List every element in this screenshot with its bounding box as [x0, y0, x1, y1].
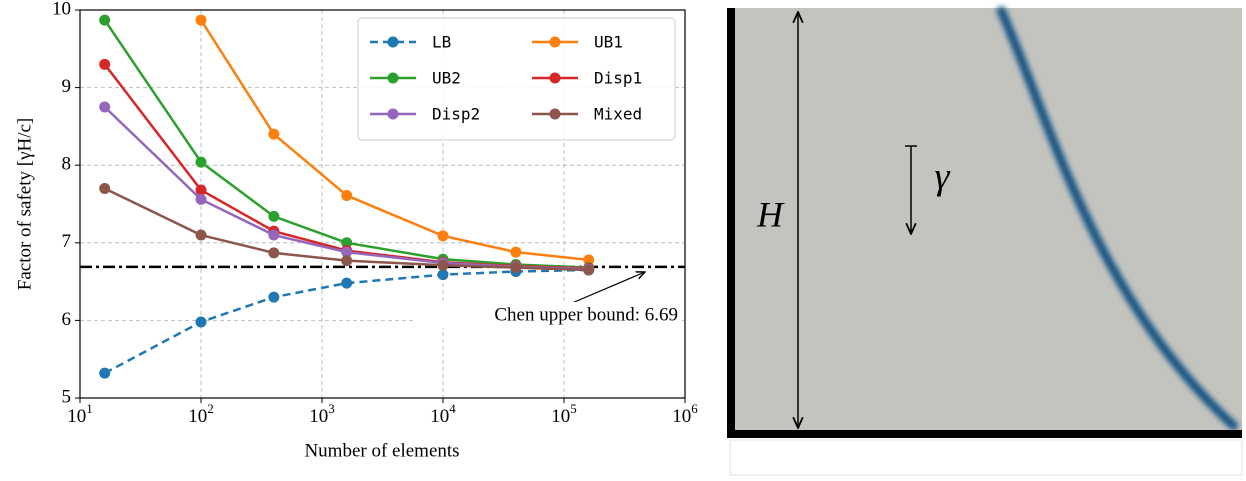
point — [268, 210, 280, 222]
height-label: H — [756, 194, 785, 234]
point — [268, 229, 280, 241]
x-tick-label: 101 — [67, 401, 93, 427]
legend-label: LB — [432, 33, 451, 52]
point — [195, 156, 207, 168]
legend-marker — [549, 36, 561, 48]
x-tick-exponent: 3 — [328, 401, 335, 416]
point — [99, 14, 111, 26]
point — [437, 230, 449, 242]
point — [99, 182, 111, 194]
y-tick-label: 5 — [62, 386, 72, 407]
soil-domain — [730, 8, 1242, 434]
legend-marker — [387, 72, 399, 84]
point — [437, 269, 449, 281]
legend-box — [357, 17, 676, 141]
y-tick-label: 9 — [62, 76, 72, 97]
point — [510, 246, 522, 258]
legend-marker — [549, 72, 561, 84]
x-axis-label: Number of elements — [304, 440, 459, 461]
point — [583, 254, 595, 266]
x-tick-exponent: 2 — [207, 401, 214, 416]
x-tick-base: 10 — [672, 406, 691, 427]
point — [195, 316, 207, 328]
point — [268, 291, 280, 303]
point — [341, 277, 353, 289]
legend-label: UB2 — [432, 69, 461, 88]
x-tick-base: 10 — [67, 406, 86, 427]
point — [268, 247, 280, 259]
annotation-bg — [414, 302, 680, 328]
x-tick-label: 105 — [551, 401, 577, 427]
x-tick-exponent: 1 — [86, 401, 93, 416]
legend-marker — [387, 108, 399, 120]
legend-label: Disp2 — [432, 105, 480, 124]
x-tick-exponent: 6 — [691, 401, 698, 416]
point — [99, 58, 111, 70]
y-tick-label: 8 — [62, 154, 72, 175]
point — [510, 262, 522, 274]
point — [341, 237, 353, 249]
axes-frame — [79, 9, 686, 399]
legend-label: Disp1 — [594, 69, 642, 88]
x-tick-label: 103 — [309, 401, 335, 427]
point — [99, 101, 111, 113]
failure-core — [998, 7, 1238, 430]
x-tick-base: 10 — [551, 406, 570, 427]
legend-marker — [549, 108, 561, 120]
point — [195, 229, 207, 241]
point — [583, 264, 595, 276]
y-tick-label: 6 — [62, 309, 72, 330]
x-tick-base: 10 — [188, 406, 207, 427]
x-tick-exponent: 5 — [570, 401, 577, 416]
gamma-label: γ — [935, 156, 951, 198]
series-group — [99, 14, 595, 379]
point — [341, 255, 353, 267]
point — [437, 259, 449, 271]
point — [195, 184, 207, 196]
series-line — [199, 19, 589, 262]
point — [195, 193, 207, 205]
x-tick-base: 10 — [309, 406, 328, 427]
slope-diagram: H γ — [727, 6, 1243, 476]
legend-label: Mixed — [594, 105, 642, 124]
x-tick-label: 102 — [188, 401, 214, 427]
x-tick-base: 10 — [430, 406, 449, 427]
point — [341, 246, 353, 258]
x-tick-label: 104 — [430, 401, 456, 427]
y-tick-label: 7 — [62, 231, 72, 252]
x-tick-label: 106 — [672, 401, 698, 427]
panel-border — [729, 439, 1243, 476]
floor — [727, 430, 1242, 438]
wall — [727, 8, 735, 438]
annotation-arrow — [564, 272, 645, 307]
annotation: Chen upper bound: 6.69 — [494, 304, 678, 325]
y-axis-label: Factor of safety [γH/c] — [14, 118, 35, 290]
point — [268, 128, 280, 140]
x-tick-exponent: 4 — [449, 401, 456, 416]
legend-marker — [387, 36, 399, 48]
point — [99, 367, 111, 379]
point — [195, 14, 207, 26]
point — [341, 189, 353, 201]
y-tick-label: 10 — [52, 0, 71, 19]
legend-label: UB1 — [594, 33, 623, 52]
